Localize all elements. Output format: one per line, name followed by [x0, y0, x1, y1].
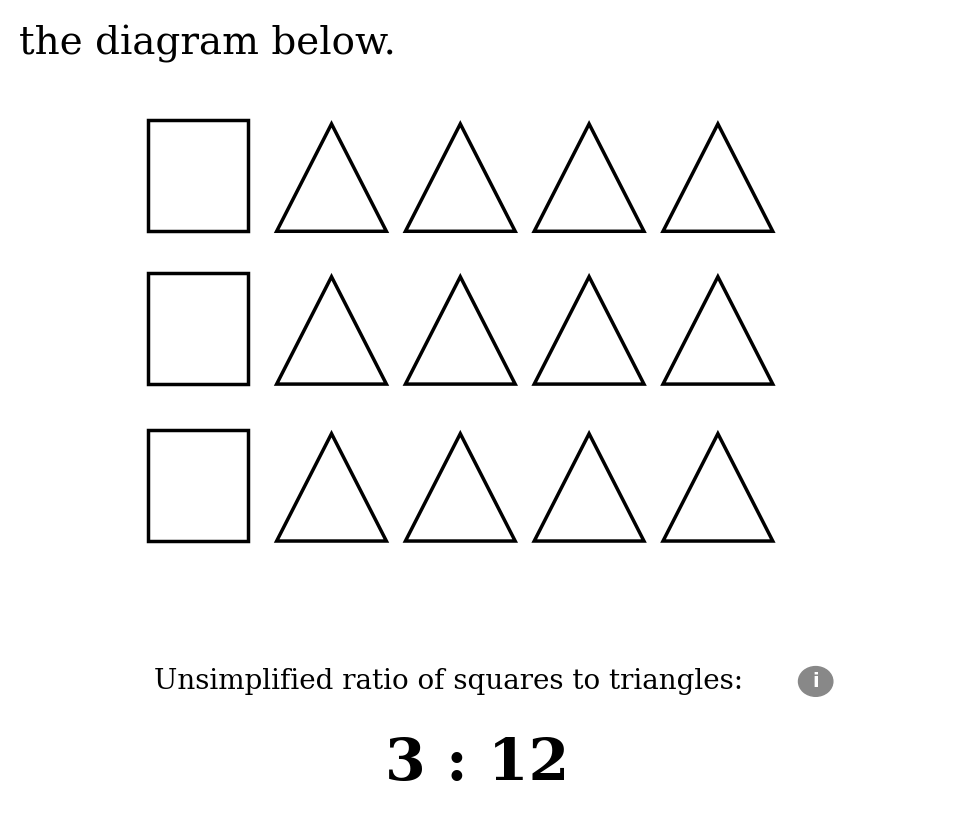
Text: Unsimplified ratio of squares to triangles:: Unsimplified ratio of squares to triangl…	[153, 668, 742, 695]
Circle shape	[798, 667, 832, 696]
Bar	[148, 430, 248, 541]
Bar	[148, 120, 248, 231]
Text: i: i	[812, 672, 818, 691]
Text: the diagram below.: the diagram below.	[19, 25, 395, 63]
Bar	[148, 273, 248, 384]
Text: 3 : 12: 3 : 12	[384, 736, 569, 792]
